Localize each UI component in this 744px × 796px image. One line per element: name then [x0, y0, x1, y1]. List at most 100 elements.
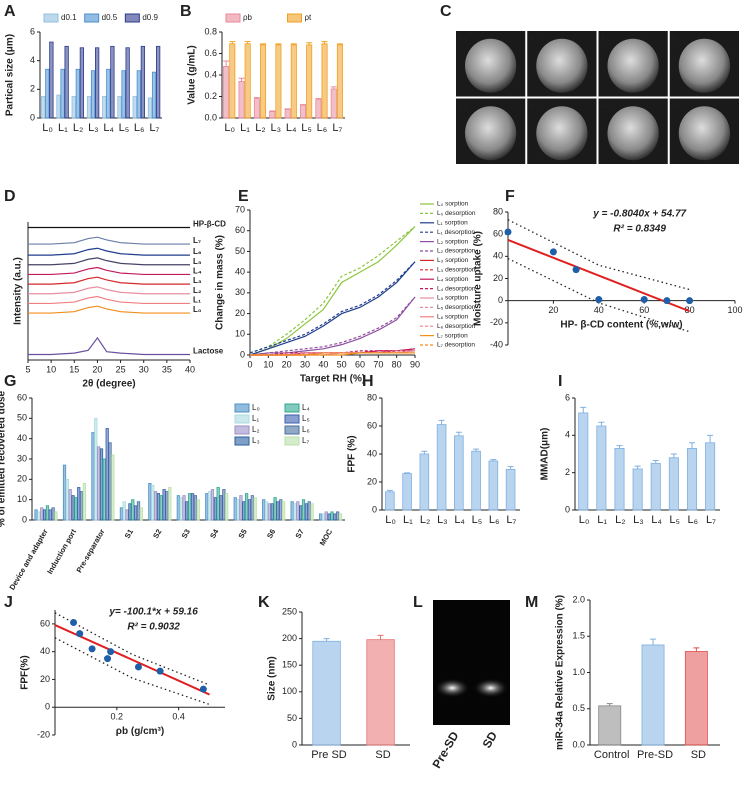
error-bar	[253, 97, 260, 99]
bar	[471, 450, 481, 511]
x-tick-label: SD	[375, 749, 390, 761]
bar	[156, 45, 161, 119]
bar	[225, 493, 229, 521]
gel-band	[434, 678, 471, 698]
bar	[136, 501, 141, 521]
series-label: L₇	[193, 236, 201, 245]
bar	[62, 464, 67, 521]
y-axis-label: Size (nm)	[267, 656, 278, 700]
y-axis-label: FPF(%)	[20, 655, 31, 689]
error-bar	[421, 450, 428, 454]
legend-swatch	[84, 13, 100, 23]
y-axis-label: MMAD(μm)	[540, 428, 551, 481]
x-tick-label: L₀	[224, 122, 235, 134]
particle	[536, 38, 588, 93]
bar	[136, 70, 141, 119]
bar	[222, 489, 226, 521]
legend-label: L₄ desorption	[437, 285, 476, 292]
panel-letter: K	[258, 594, 270, 611]
y-tick-label: 1.0	[572, 667, 585, 677]
bar	[385, 491, 395, 511]
bar	[40, 507, 44, 521]
line	[249, 226, 416, 356]
bar	[307, 501, 311, 521]
annotation: R² = 0.8349	[613, 224, 666, 235]
bar	[318, 513, 323, 521]
bar	[327, 513, 331, 521]
annotation: y = -0.8040x + 54.77	[592, 209, 686, 220]
x-tick-label: L₄	[103, 122, 114, 134]
bar	[111, 454, 115, 521]
confidence-band	[54, 637, 210, 706]
bar	[239, 495, 243, 521]
panel-letter: F	[505, 188, 515, 205]
legend-label: L₄ sorption	[437, 276, 469, 283]
bar	[338, 513, 343, 521]
legend-label: L₂ sorption	[437, 238, 468, 245]
x-tick-label: L₀	[385, 514, 396, 526]
bar	[306, 44, 313, 119]
x-tick-label: L₆	[489, 514, 500, 526]
x-tick-label: Pre SD	[311, 749, 347, 761]
bar	[139, 507, 143, 521]
bar	[705, 442, 716, 511]
point	[70, 619, 78, 626]
bar	[193, 495, 198, 521]
bar	[190, 493, 195, 521]
bar	[151, 71, 157, 119]
fit-line	[507, 239, 690, 313]
y-axis-label: FPF (%)	[347, 435, 358, 472]
bar	[273, 497, 277, 521]
y-tick-label: -20	[490, 317, 503, 327]
y-tick-label: 40	[235, 267, 245, 277]
y-tick-label: 50	[17, 413, 27, 423]
error-bar	[336, 43, 343, 45]
legend-swatch	[225, 13, 241, 23]
series-label: L₄	[193, 267, 202, 276]
x-tick-label: L₄	[454, 514, 465, 526]
annotation: y= -100.1*x + 59.16	[108, 607, 198, 618]
image-label: L₂	[602, 33, 610, 42]
x-tick-label: S5	[236, 527, 248, 539]
legend-label: L₇	[302, 436, 309, 445]
point	[88, 645, 96, 653]
bar	[42, 509, 47, 521]
x-tick-label: 50	[337, 359, 347, 369]
bar	[97, 446, 101, 521]
y-tick-label: 60	[40, 618, 50, 628]
line	[28, 305, 190, 314]
bar	[578, 412, 589, 511]
legend-label: ρt	[305, 13, 313, 22]
image-label: L₃	[673, 33, 681, 42]
bar	[82, 482, 87, 521]
x-tick-label: L₃	[88, 122, 99, 134]
error-bar	[284, 108, 291, 110]
bar	[196, 499, 200, 521]
bar	[94, 417, 98, 521]
bar	[102, 458, 106, 521]
x-axis-label: 2θ (degree)	[82, 379, 135, 390]
panel-letter: C	[440, 3, 452, 20]
gel-band	[472, 678, 509, 698]
bar	[216, 487, 220, 521]
bar	[185, 501, 189, 521]
bar	[632, 468, 643, 511]
legend-label: L₅ desorption	[437, 304, 476, 311]
y-tick-label: 0.5	[572, 703, 585, 713]
x-tick-label: 100	[727, 305, 742, 315]
legend-label: L₇ sorption	[437, 332, 468, 339]
legend-label: ρb	[243, 13, 253, 22]
x-tick-label: 15	[69, 364, 79, 374]
x-tick-label: L₇	[706, 514, 716, 526]
x-tick-label: 90	[410, 359, 420, 369]
y-tick-label: 0	[498, 295, 503, 305]
bar	[330, 511, 334, 521]
x-tick-label: MOC	[318, 527, 335, 547]
bar	[210, 489, 215, 521]
bar	[614, 447, 625, 511]
x-tick-label: 30	[300, 359, 310, 369]
bar	[49, 41, 54, 119]
series-label: L₆	[193, 247, 202, 256]
lane-label: SD	[480, 729, 501, 751]
y-tick-label: 80	[493, 206, 503, 216]
